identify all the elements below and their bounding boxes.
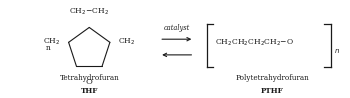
- Text: CH$_2$: CH$_2$: [118, 36, 135, 47]
- Text: THF: THF: [80, 87, 98, 95]
- Text: CH$_2$CH$_2$CH$_2$CH$_2$$-$O: CH$_2$CH$_2$CH$_2$CH$_2$$-$O: [215, 38, 294, 48]
- Text: Tetrahydrofuran: Tetrahydrofuran: [60, 74, 119, 82]
- Text: n: n: [46, 44, 51, 52]
- Text: catalyst: catalyst: [164, 24, 190, 32]
- Text: CH$_2$$-$CH$_2$: CH$_2$$-$CH$_2$: [69, 6, 109, 17]
- Text: Polytetrahydrofuran: Polytetrahydrofuran: [235, 74, 309, 82]
- Text: O: O: [86, 78, 93, 86]
- Text: $n$: $n$: [334, 47, 340, 55]
- Text: PTHF: PTHF: [261, 87, 284, 95]
- Text: CH$_2$: CH$_2$: [43, 36, 61, 47]
